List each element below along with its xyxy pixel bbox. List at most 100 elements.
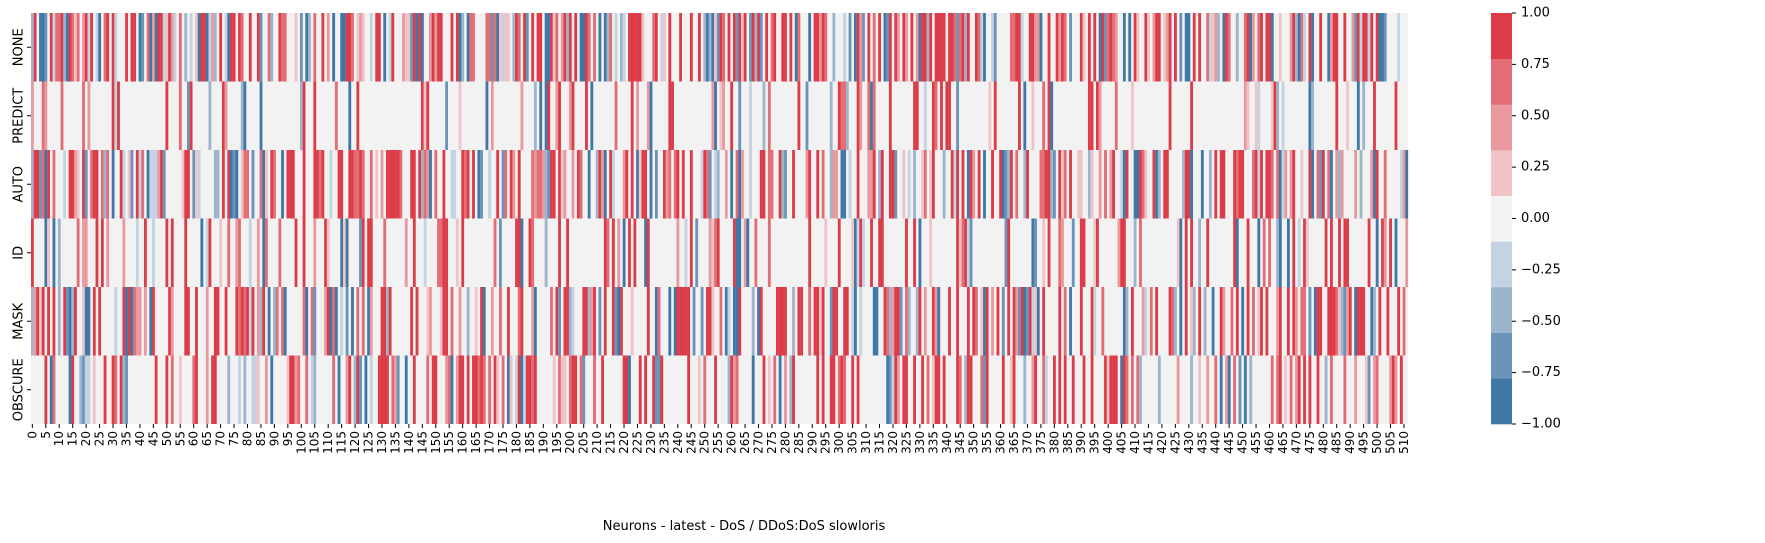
heatmap-cell (564, 150, 567, 219)
heatmap-cell (1295, 356, 1298, 425)
heatmap-cell (1265, 287, 1268, 356)
heatmap-cell (278, 219, 281, 288)
heatmap-cell (241, 82, 244, 151)
heatmap-cell (74, 13, 77, 82)
heatmap-cell (588, 13, 591, 82)
heatmap-cell (1037, 287, 1040, 356)
heatmap-cell (1187, 150, 1190, 219)
heatmap-cell (655, 13, 658, 82)
heatmap-cell (534, 287, 537, 356)
heatmap-cell (346, 356, 349, 425)
heatmap-cell (980, 287, 983, 356)
heatmap-cell (590, 82, 593, 151)
heatmap-cell (1370, 150, 1373, 219)
heatmap-cell (77, 219, 80, 288)
heatmap-cell (1354, 13, 1357, 82)
heatmap-cell (577, 150, 580, 219)
heatmap-cell (1317, 287, 1320, 356)
heatmap-cell (165, 219, 168, 288)
heatmap-cell (343, 13, 346, 82)
heatmap-cell (1325, 219, 1328, 288)
heatmap-cell (738, 287, 741, 356)
heatmap-cell (1139, 356, 1142, 425)
heatmap-cell (628, 13, 631, 82)
heatmap-cell (682, 150, 685, 219)
heatmap-cell (1303, 13, 1306, 82)
heatmap-cell (851, 219, 854, 288)
heatmap-cell (71, 150, 74, 219)
heatmap-cell (620, 287, 623, 356)
heatmap-cell (1231, 287, 1234, 356)
heatmap-cell (262, 219, 265, 288)
heatmap-cell (58, 13, 61, 82)
heatmap-cell (706, 150, 709, 219)
heatmap-cell (1013, 287, 1016, 356)
heatmap-cell (838, 82, 841, 151)
heatmap-cell (779, 150, 782, 219)
heatmap-cell (1338, 150, 1341, 219)
heatmap-cell (736, 150, 739, 219)
heatmap-cell (209, 13, 212, 82)
heatmap-cell (617, 287, 620, 356)
heatmap-cell (53, 13, 56, 82)
heatmap-cell (1330, 13, 1333, 82)
heatmap-cell (940, 13, 943, 82)
heatmap-cell (658, 287, 661, 356)
heatmap-cell (846, 82, 849, 151)
heatmap-cell (588, 287, 591, 356)
x-tick-label: 175 (496, 431, 510, 454)
heatmap-cell (749, 150, 752, 219)
heatmap-cell (1018, 287, 1021, 356)
heatmap-cell (596, 150, 599, 219)
heatmap-cell (1222, 150, 1225, 219)
heatmap-cell (437, 219, 440, 288)
heatmap-cell (545, 219, 548, 288)
heatmap-cell (830, 150, 833, 219)
heatmap-cell (44, 150, 47, 219)
heatmap-cell (1225, 13, 1228, 82)
x-tick-label: 130 (375, 431, 389, 454)
heatmap-cell (241, 13, 244, 82)
x-tick-label: 40 (133, 431, 147, 446)
heatmap-cell (1069, 287, 1072, 356)
heatmap-cell (889, 82, 892, 151)
heatmap-cell (397, 356, 400, 425)
heatmap-cell (1300, 287, 1303, 356)
heatmap-cell (623, 219, 626, 288)
x-tick-label: 485 (1330, 431, 1344, 454)
heatmap-cell (510, 150, 513, 219)
heatmap-cell (491, 13, 494, 82)
heatmap-cell (585, 287, 588, 356)
heatmap-cell (53, 356, 56, 425)
heatmap-cell (1365, 13, 1368, 82)
heatmap-cell (442, 219, 445, 288)
heatmap-cell (580, 356, 583, 425)
x-tick-label: 220 (617, 431, 631, 454)
heatmap-cell (1048, 82, 1051, 151)
heatmap-cell (1147, 13, 1150, 82)
heatmap-cell (572, 150, 575, 219)
heatmap-cell (1287, 219, 1290, 288)
heatmap-cell (1185, 219, 1188, 288)
heatmap-cell (147, 150, 150, 219)
heatmap-cell (227, 13, 230, 82)
heatmap-cell (690, 219, 693, 288)
heatmap-cell (101, 219, 104, 288)
heatmap-cell (31, 219, 34, 288)
heatmap-cell (1236, 219, 1239, 288)
heatmap-cell (101, 150, 104, 219)
heatmap-cell (1031, 356, 1034, 425)
heatmap-cell (967, 150, 970, 219)
heatmap-cell (631, 82, 634, 151)
x-tick-label: 35 (119, 431, 133, 446)
heatmap-cell (1134, 150, 1137, 219)
heatmap-cell (953, 13, 956, 82)
heatmap-cell (728, 356, 731, 425)
heatmap-cell (1239, 356, 1242, 425)
heatmap-cell (163, 150, 166, 219)
heatmap-cell (1300, 13, 1303, 82)
heatmap-cell (884, 287, 887, 356)
heatmap-cell (168, 13, 171, 82)
heatmap-cell (381, 287, 384, 356)
heatmap-cell (1112, 13, 1115, 82)
